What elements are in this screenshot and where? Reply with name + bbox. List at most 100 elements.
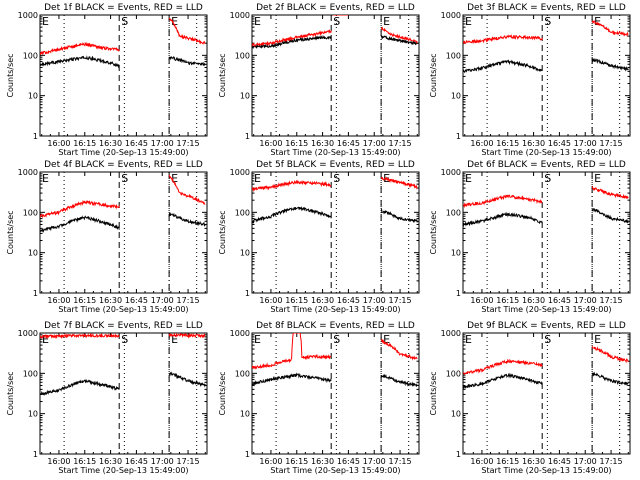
x-tick-label: 16:30 bbox=[99, 457, 122, 466]
y-axis-label: Counts/sec bbox=[218, 210, 227, 254]
events-series-line bbox=[463, 59, 543, 74]
plot-frame bbox=[251, 171, 420, 294]
marker-e-left-label: E bbox=[42, 15, 49, 28]
marker-e-label: E bbox=[171, 15, 178, 28]
panel-2: Det 2f BLACK = Events, RED = LLD S E E 16:00… bbox=[218, 3, 420, 157]
marker-s-label: S bbox=[544, 172, 551, 185]
marker-s-label: S bbox=[333, 15, 340, 28]
y-axis-label: Counts/sec bbox=[218, 371, 227, 415]
lld-series-line bbox=[40, 333, 120, 340]
x-tick-label: 16:15 bbox=[496, 457, 519, 466]
lld-series-line bbox=[40, 199, 120, 219]
lld-series-line bbox=[463, 358, 543, 376]
lld-series-line bbox=[380, 27, 418, 45]
x-tick-label: 16:15 bbox=[285, 296, 308, 305]
marker-s-label: S bbox=[121, 172, 128, 185]
x-tick-label: 17:15 bbox=[389, 457, 412, 466]
x-tick-label: 17:00 bbox=[363, 296, 386, 305]
x-tick-label: 16:30 bbox=[99, 139, 122, 148]
panel-7: Det 7f BLACK = Events, RED = LLD S E E 16:00… bbox=[6, 321, 208, 475]
marker-e-label: E bbox=[383, 333, 390, 346]
x-axis-label: Start Time (20-Sep-13 15:49:00) bbox=[58, 305, 188, 314]
plot-frame bbox=[462, 171, 631, 294]
y-axis-label: Counts/sec bbox=[429, 371, 438, 415]
y-axis-label: Counts/sec bbox=[6, 371, 15, 415]
x-tick-label: 16:15 bbox=[285, 457, 308, 466]
y-tick-label: 100 bbox=[235, 208, 250, 217]
panel-1: Det 1f BLACK = Events, RED = LLD S E E 16:00… bbox=[6, 3, 208, 157]
y-tick-label: 1 bbox=[245, 450, 250, 459]
y-axis-label: Counts/sec bbox=[6, 210, 15, 254]
x-tick-label: 16:30 bbox=[311, 139, 334, 148]
x-tick-label: 16:00 bbox=[47, 296, 70, 305]
x-tick-label: 16:45 bbox=[548, 139, 571, 148]
marker-s-label: S bbox=[121, 333, 128, 346]
x-tick-label: 17:15 bbox=[600, 296, 623, 305]
plot-frame bbox=[251, 14, 420, 137]
x-axis-label: Start Time (20-Sep-13 15:49:00) bbox=[270, 305, 400, 314]
lld-series-line bbox=[463, 194, 543, 209]
y-tick-label: 1 bbox=[456, 132, 461, 141]
y-tick-label: 1000 bbox=[230, 168, 250, 177]
x-tick-label: 16:15 bbox=[496, 296, 519, 305]
marker-s-label: S bbox=[121, 15, 128, 28]
lld-series-line bbox=[252, 179, 332, 193]
lld-series-line bbox=[168, 174, 206, 205]
x-tick-label: 16:45 bbox=[548, 296, 571, 305]
y-tick-label: 100 bbox=[23, 51, 38, 60]
marker-s-label: S bbox=[333, 172, 340, 185]
panel-title: Det 6f BLACK = Events, RED = LLD bbox=[467, 160, 626, 170]
marker-e-label: E bbox=[171, 333, 178, 346]
panel-8: Det 8f BLACK = Events, RED = LLD S E E 16:00… bbox=[218, 321, 420, 475]
y-tick-label: 10 bbox=[28, 249, 38, 258]
y-tick-label: 1000 bbox=[18, 329, 38, 338]
y-tick-label: 1 bbox=[33, 450, 38, 459]
panel-title: Det 8f BLACK = Events, RED = LLD bbox=[256, 321, 415, 331]
x-tick-label: 16:45 bbox=[337, 296, 360, 305]
x-tick-label: 16:30 bbox=[311, 457, 334, 466]
lld-series-line bbox=[381, 176, 418, 190]
panel-9: Det 9f BLACK = Events, RED = LLD S E E 16:00… bbox=[429, 321, 631, 475]
y-tick-label: 1 bbox=[245, 132, 250, 141]
x-tick-label: 17:00 bbox=[574, 139, 597, 148]
events-series-line bbox=[381, 373, 418, 387]
y-tick-label: 10 bbox=[451, 410, 461, 419]
lld-series-line bbox=[591, 20, 629, 38]
x-axis-label: Start Time (20-Sep-13 15:49:00) bbox=[270, 466, 400, 475]
lld-series-line bbox=[168, 17, 206, 45]
y-axis-label: Counts/sec bbox=[429, 210, 438, 254]
x-tick-label: 16:45 bbox=[337, 139, 360, 148]
x-tick-label: 17:00 bbox=[574, 457, 597, 466]
x-tick-label: 16:30 bbox=[99, 296, 122, 305]
x-tick-label: 17:00 bbox=[151, 296, 174, 305]
y-tick-label: 1000 bbox=[441, 329, 461, 338]
events-series-line bbox=[591, 57, 629, 72]
y-tick-label: 1 bbox=[33, 132, 38, 141]
x-tick-label: 16:45 bbox=[125, 139, 148, 148]
y-tick-label: 1000 bbox=[230, 11, 250, 20]
x-tick-label: 16:30 bbox=[522, 457, 545, 466]
plot-frame bbox=[251, 332, 420, 455]
x-tick-label: 16:45 bbox=[337, 457, 360, 466]
x-axis-label: Start Time (20-Sep-13 15:49:00) bbox=[481, 466, 611, 475]
x-tick-label: 16:00 bbox=[259, 457, 282, 466]
y-tick-label: 1 bbox=[456, 450, 461, 459]
x-tick-label: 16:00 bbox=[259, 296, 282, 305]
y-tick-label: 10 bbox=[451, 249, 461, 258]
x-tick-label: 17:15 bbox=[177, 139, 200, 148]
x-tick-label: 16:00 bbox=[470, 296, 493, 305]
x-tick-label: 16:15 bbox=[73, 296, 96, 305]
x-tick-label: 16:00 bbox=[47, 139, 70, 148]
y-tick-label: 1 bbox=[456, 289, 461, 298]
y-tick-label: 1 bbox=[245, 289, 250, 298]
y-tick-label: 10 bbox=[28, 410, 38, 419]
x-tick-label: 16:00 bbox=[470, 139, 493, 148]
x-tick-label: 17:00 bbox=[363, 139, 386, 148]
events-series-line bbox=[463, 372, 543, 391]
y-tick-label: 10 bbox=[451, 92, 461, 101]
marker-e-left-label: E bbox=[465, 333, 472, 346]
x-tick-label: 16:15 bbox=[73, 457, 96, 466]
events-series-line bbox=[168, 371, 206, 388]
